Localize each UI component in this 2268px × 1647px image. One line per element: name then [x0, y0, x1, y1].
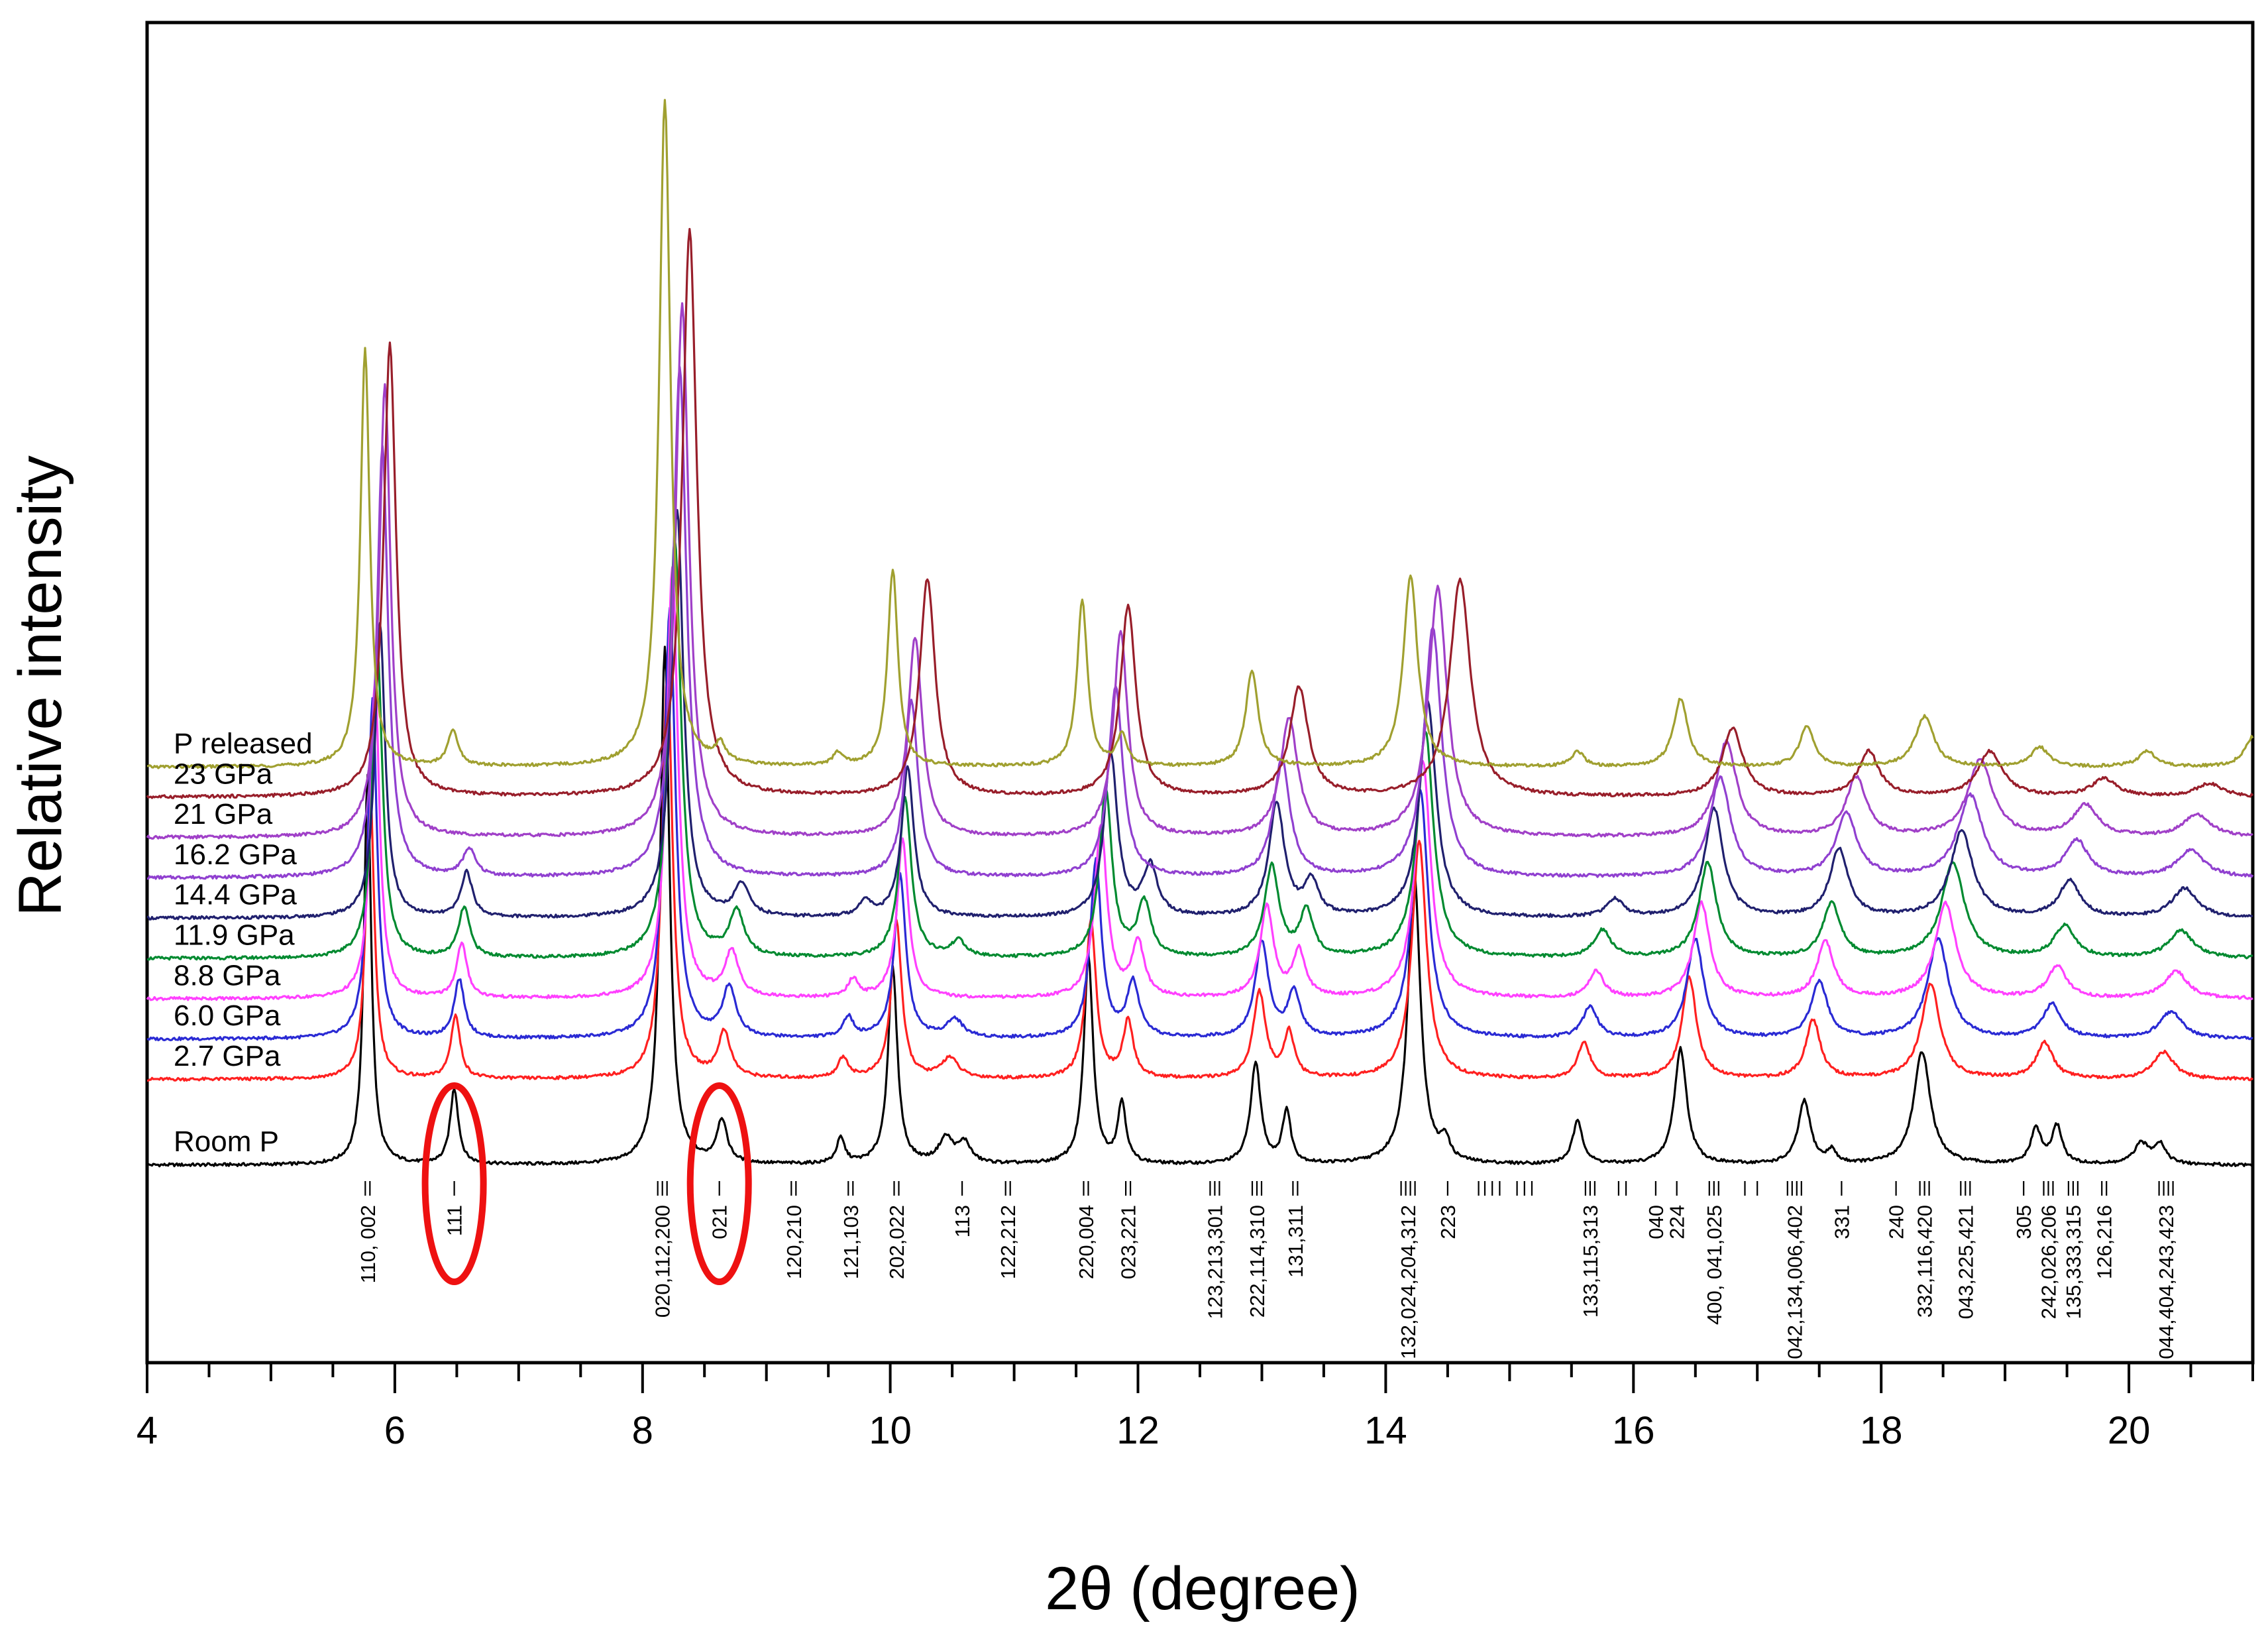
- trace-11-9-gpa: [146, 538, 2253, 961]
- reflection-label: 042,134,006,402: [1783, 1205, 1806, 1359]
- reflection-label: 044,404,243,423: [2155, 1205, 2178, 1359]
- trace-16-2-gpa: [147, 366, 2254, 880]
- reflection-label: 122,212: [997, 1205, 1020, 1279]
- highlight-ellipses: [421, 1082, 752, 1285]
- x-tick-label: 6: [384, 1409, 405, 1452]
- reflection-label: 332,116,420: [1914, 1205, 1937, 1318]
- trace-room-p: [146, 646, 2254, 1168]
- reflection-label: 131,311: [1284, 1205, 1307, 1278]
- reflection-label: 123,213,301: [1203, 1205, 1226, 1319]
- pattern-labels: Room P 2.7 GPa 6.0 GPa 8.8 GPa 11.9 GPa 14.4 …: [174, 728, 313, 1158]
- trace-14-4-gpa: [146, 509, 2253, 921]
- reflection-label: 020,112,200: [651, 1205, 675, 1318]
- highlight-ellipse: [421, 1082, 487, 1285]
- x-tick-label: 18: [1860, 1409, 1903, 1452]
- label-21-gpa: 21 GPa: [174, 798, 273, 830]
- trace-23-gpa: [146, 227, 2254, 799]
- reflection-label: 222,114,310: [1246, 1205, 1269, 1318]
- x-axis: 4 6 8 10 12 14 16 18 20: [136, 1363, 2254, 1452]
- reflection-label: 305: [2012, 1205, 2035, 1239]
- reflection-label: 240: [1885, 1205, 1908, 1239]
- y-axis-title: Relative intensity: [7, 455, 74, 916]
- reflection-label: 135,333,315: [2062, 1205, 2085, 1319]
- label-14-4-gpa: 14.4 GPa: [174, 879, 297, 911]
- label-room-p: Room P: [174, 1125, 279, 1158]
- reflection-markers: 110, 002 111 020,112,200 021 120,210 121,103 2…: [356, 1181, 2178, 1359]
- label-23-gpa: 23 GPa: [174, 758, 273, 790]
- reflection-label: 331: [1830, 1205, 1853, 1239]
- reflection-label: 224: [1666, 1205, 1689, 1239]
- reflection-label: 021: [708, 1205, 731, 1239]
- x-tick-label: 8: [632, 1409, 653, 1452]
- reflection-label: 223: [1436, 1205, 1460, 1239]
- x-axis-title: 2θ (degree): [1045, 1555, 1360, 1622]
- highlight-ellipse: [686, 1082, 752, 1285]
- reflection-label: 121,103: [839, 1205, 863, 1279]
- label-16-2-gpa: 16.2 GPa: [174, 838, 297, 871]
- reflection-label: 126,216: [2093, 1205, 2116, 1279]
- reflection-label: 133,115,313: [1579, 1205, 1602, 1318]
- trace-p-released: [146, 99, 2254, 769]
- reflection-label: 202,022: [885, 1205, 908, 1279]
- reflection-label: 113: [951, 1205, 974, 1237]
- reflection-label: 040: [1645, 1205, 1668, 1239]
- x-tick-label: 10: [869, 1409, 912, 1452]
- pattern-traces: [146, 99, 2254, 1168]
- reflection-label: 110, 002: [356, 1205, 380, 1283]
- reflection-label: 242,026,206: [2037, 1205, 2061, 1319]
- trace-2-7-gpa: [146, 668, 2254, 1082]
- trace-21-gpa: [146, 302, 2253, 840]
- x-tick-label: 12: [1116, 1409, 1160, 1452]
- x-tick-label: 4: [136, 1409, 158, 1452]
- label-8-8-gpa: 8.8 GPa: [174, 959, 281, 992]
- reflection-label: 120,210: [783, 1205, 806, 1279]
- label-p-released: P released: [174, 728, 313, 760]
- label-6-0-gpa: 6.0 GPa: [174, 999, 281, 1032]
- trace-8-8-gpa: [146, 566, 2253, 1001]
- label-11-9-gpa: 11.9 GPa: [174, 919, 295, 952]
- reflection-label: 111: [443, 1205, 466, 1236]
- trace-6-0-gpa: [146, 606, 2253, 1042]
- x-tick-label: 16: [1612, 1409, 1655, 1452]
- reflection-label: 400, 041,025: [1703, 1205, 1726, 1325]
- reflection-label: 023,221: [1117, 1205, 1140, 1279]
- reflection-label: 220,004: [1075, 1205, 1098, 1279]
- label-2-7-gpa: 2.7 GPa: [174, 1040, 281, 1072]
- x-tick-label: 14: [1364, 1409, 1407, 1452]
- reflection-label: 043,225,421: [1954, 1205, 1977, 1319]
- reflection-label: 132,024,204,312: [1397, 1205, 1420, 1359]
- x-tick-label: 20: [2108, 1409, 2151, 1452]
